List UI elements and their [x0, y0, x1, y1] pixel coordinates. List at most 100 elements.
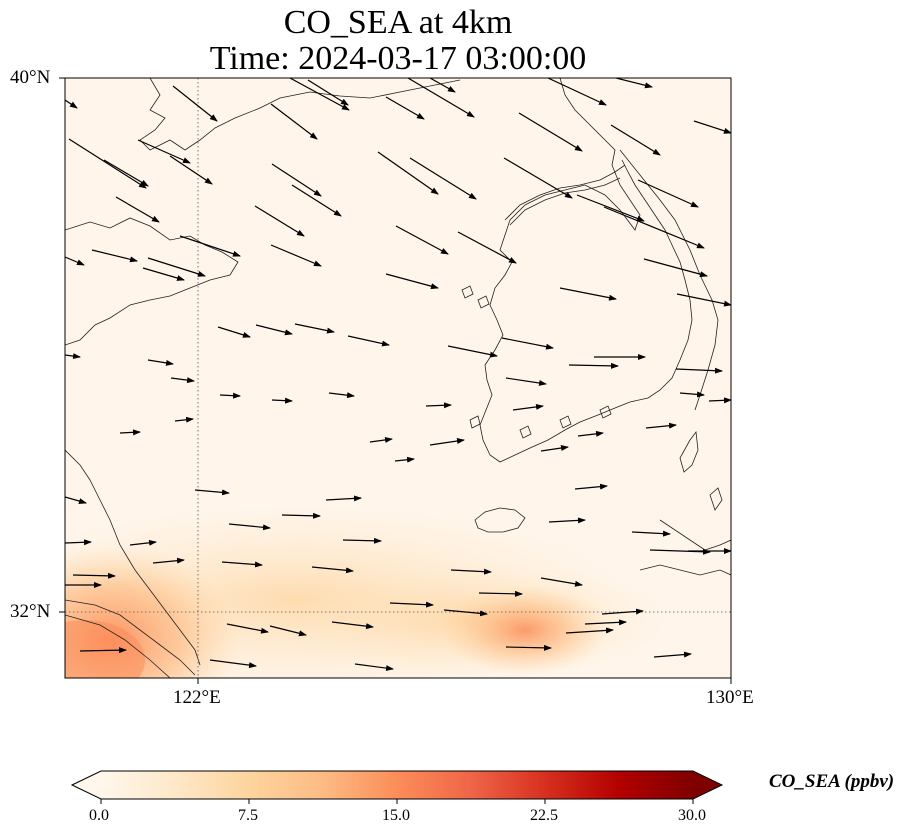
wind-arrow: [503, 157, 573, 199]
wind-arrow: [584, 619, 627, 626]
wind-arrow: [281, 512, 321, 519]
wind-arrow: [328, 392, 355, 399]
wind-arrow: [209, 659, 257, 669]
wind-arrow: [169, 155, 213, 185]
wind-arrow: [394, 456, 415, 463]
coastline-korea-east: [619, 149, 719, 411]
coastline-jiangsu: [65, 449, 201, 666]
wind-arrow: [559, 287, 617, 301]
wind-arrow: [65, 539, 92, 546]
colorbar-extend-min: [72, 771, 101, 799]
wind-arrow: [395, 225, 449, 255]
wind-arrow: [68, 138, 147, 189]
wind-arrow: [347, 335, 390, 347]
concentration-field: [65, 78, 731, 678]
wind-arrow: [512, 403, 544, 411]
wind-arrow: [645, 422, 677, 429]
wind-arrow: [269, 625, 307, 637]
y-tick-label-32n: 32°N: [10, 601, 51, 622]
coastlines: [65, 78, 731, 678]
wind-arrow: [91, 249, 138, 263]
wind-arrow: [217, 326, 251, 338]
colorbar-tick-label: 22.5: [530, 807, 558, 824]
colorbar-tick-label: 0.0: [89, 807, 109, 824]
wind-arrow: [637, 179, 699, 208]
wind-arrow: [429, 78, 456, 93]
wind-arrow: [179, 235, 241, 257]
wind-arrow: [65, 353, 81, 360]
wind-arrow: [505, 377, 547, 386]
wind-arrow: [342, 537, 382, 544]
wind-arrow: [601, 608, 644, 615]
colorbar-extend-max: [693, 771, 722, 799]
coastline-jeju: [474, 507, 526, 533]
wind-arrow: [548, 517, 586, 524]
wind-arrow: [65, 256, 85, 266]
wind-arrow: [65, 99, 78, 109]
wind-arrow: [270, 244, 322, 267]
y-tick-label-40n: 40°N: [10, 67, 51, 88]
coastline-tsushima: [679, 430, 699, 473]
map-frame: [64, 77, 732, 679]
wind-arrow: [540, 577, 583, 587]
field-hotspot-south-of-jeju: [440, 585, 610, 675]
wind-arrow: [194, 489, 230, 496]
wind-arrow: [389, 601, 434, 608]
wind-arrow: [385, 96, 425, 120]
wind-arrow: [115, 196, 160, 223]
coastline-shandong: [65, 217, 239, 346]
wind-arrow: [407, 78, 475, 118]
wind-arrow: [291, 184, 342, 217]
colorbar-ticks: [100, 799, 694, 804]
wind-arrow: [429, 438, 465, 446]
wind-arrow: [540, 445, 569, 452]
colorbar: [70, 770, 724, 804]
wind-arrow: [385, 273, 439, 290]
wind-arrow: [65, 496, 87, 504]
wind-arrow: [505, 644, 552, 651]
wind-arrow: [369, 436, 393, 443]
coastline-kyushu: [639, 487, 731, 576]
wind-arrow: [228, 523, 271, 531]
wind-arrow: [675, 367, 723, 374]
wind-arrow: [610, 124, 661, 156]
wind-arrow: [577, 430, 604, 437]
colorbar-tick-label: 7.5: [238, 807, 258, 824]
x-tick-label-130e: 130°E: [706, 687, 754, 708]
wind-vectors: [65, 78, 731, 672]
wind-arrow: [254, 205, 305, 237]
wind-arrow: [255, 324, 293, 336]
wind-arrow: [443, 609, 488, 617]
wind-arrow: [518, 112, 583, 152]
colorbar-label: CO_SEA (ppbv): [769, 771, 895, 792]
x-tick-label-122e: 122°E: [173, 687, 221, 708]
coastline-yangtze: [65, 599, 196, 678]
wind-arrow: [568, 362, 619, 369]
wind-arrow: [147, 359, 174, 366]
map-title: CO_SEA at 4km: [283, 4, 513, 41]
wind-arrow: [72, 572, 116, 579]
wind-arrow: [425, 402, 452, 409]
wind-arrow: [331, 621, 374, 630]
wind-arrow: [450, 568, 492, 575]
wind-arrow: [226, 623, 269, 634]
coastline-islands-south-korea: [461, 285, 612, 439]
coastline-liaodong: [139, 78, 461, 151]
wind-arrow: [377, 151, 439, 195]
wind-arrow: [574, 483, 608, 490]
wind-arrow: [615, 78, 653, 89]
colorbar-tick-label: 15.0: [382, 807, 410, 824]
wind-arrow: [289, 78, 350, 111]
wind-arrow: [325, 495, 362, 502]
wind-arrow: [576, 194, 645, 222]
wind-arrow: [271, 163, 322, 197]
wind-arrow: [708, 397, 731, 404]
wind-arrow: [219, 392, 241, 399]
wind-arrow: [79, 647, 127, 654]
wind-arrow: [457, 231, 517, 264]
wind-arrow: [137, 139, 191, 164]
wind-arrow: [565, 627, 614, 634]
wind-arrow: [409, 157, 477, 200]
wind-arrow: [129, 539, 157, 546]
